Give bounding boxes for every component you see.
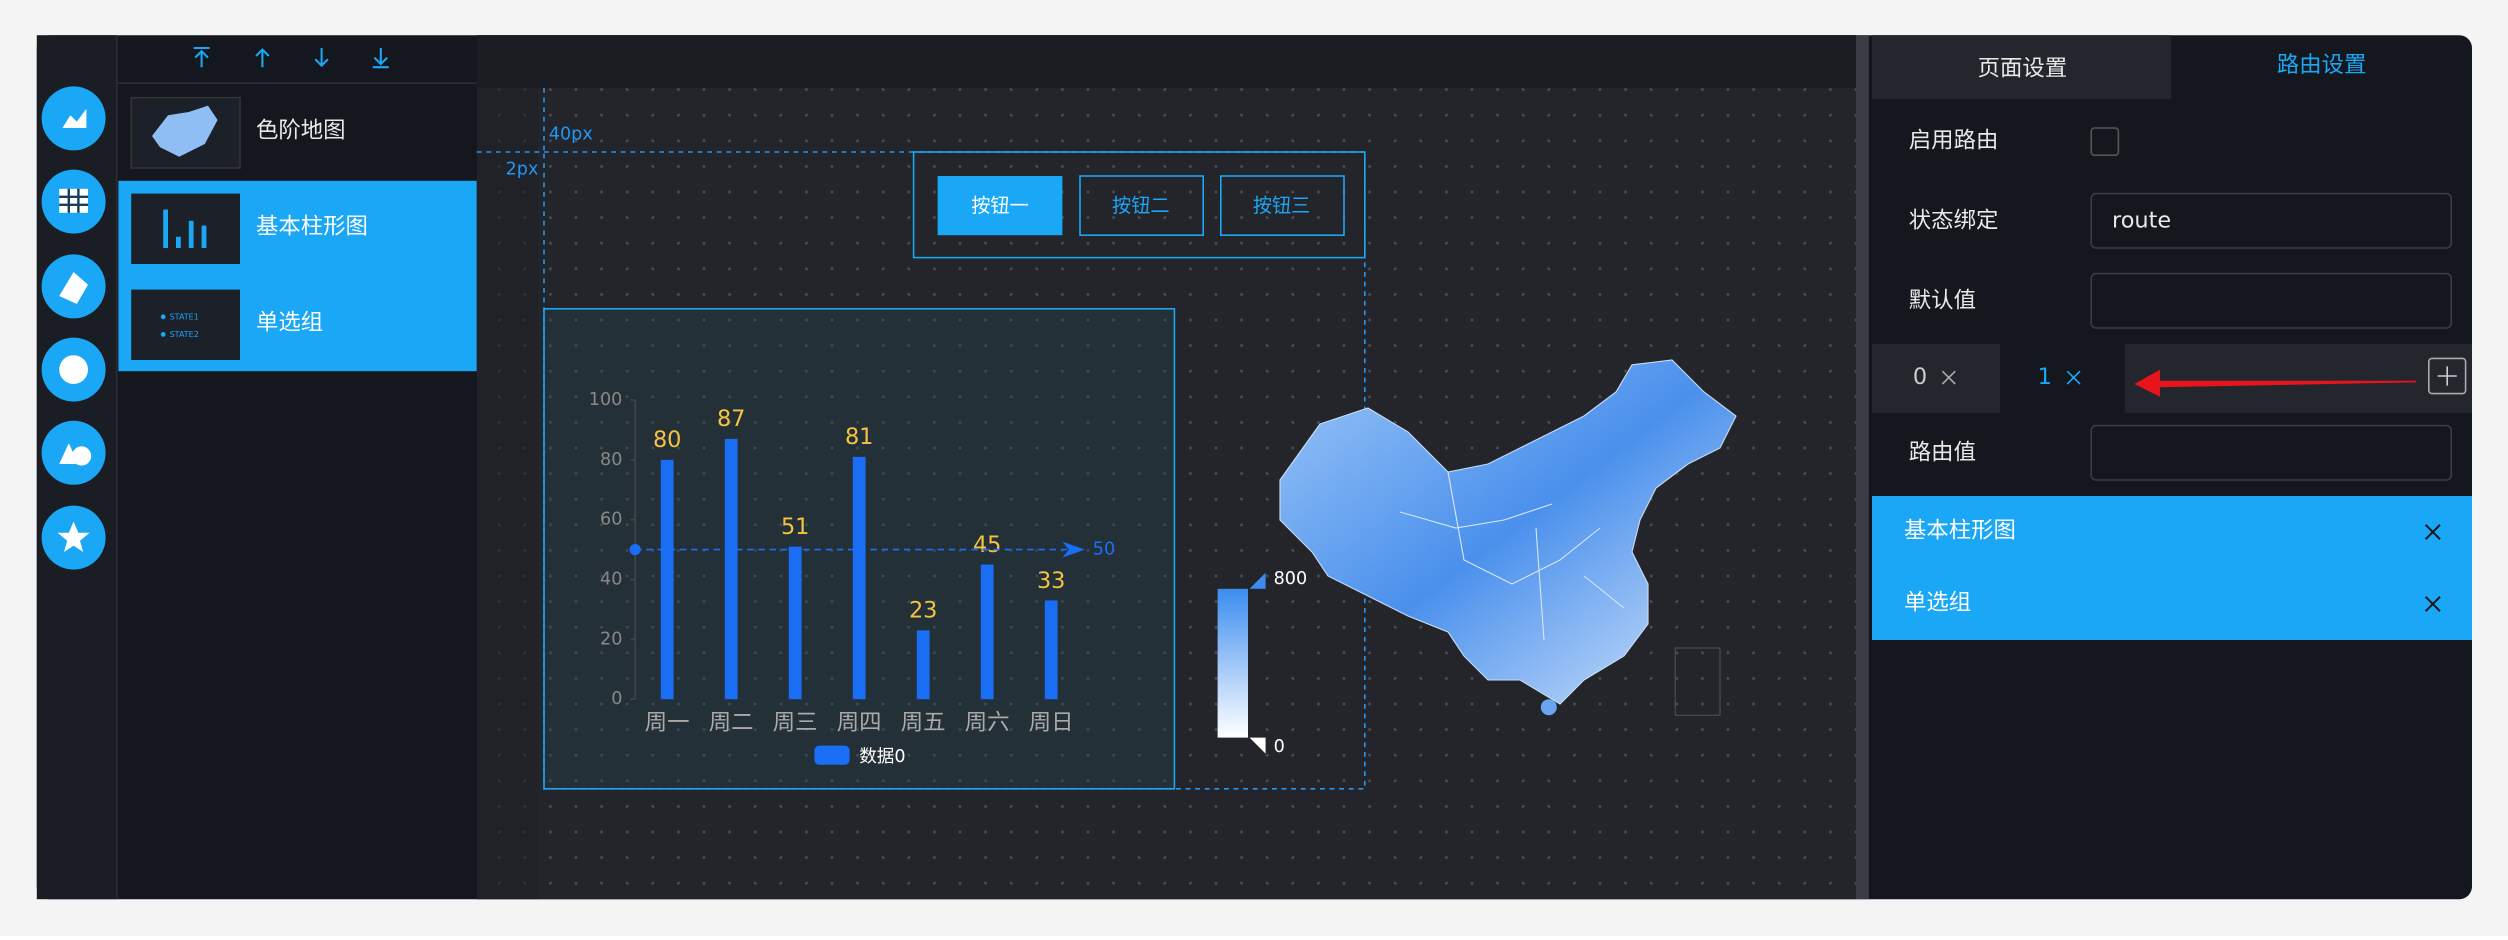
map-borders bbox=[1399, 471, 1625, 641]
field-label: 默认值 bbox=[1909, 287, 1976, 313]
y-tick-label: 40 bbox=[600, 570, 622, 590]
visual-map-label: 0 bbox=[1274, 737, 1285, 757]
field-label: 状态绑定 bbox=[1909, 207, 1999, 233]
y-tick-label: 0 bbox=[611, 689, 622, 709]
map-island bbox=[1540, 699, 1557, 716]
radio-button[interactable] bbox=[1079, 175, 1205, 237]
route-tab-label[interactable]: 0 bbox=[1913, 364, 1927, 390]
thumb-bars bbox=[163, 209, 207, 248]
ruler-top bbox=[476, 35, 1856, 88]
layer-name[interactable]: 基本柱形图 bbox=[256, 214, 368, 240]
text-input[interactable] bbox=[2090, 424, 2453, 481]
layer-name[interactable]: 色阶地图 bbox=[256, 118, 346, 144]
y-tick-label: 60 bbox=[600, 510, 622, 530]
bar-chart: 0 20 40 60 80 100 周一 周二 周三 周四 周五 周六 周日 80 87 51 81 23 45 33… bbox=[589, 390, 1115, 767]
tab-label[interactable]: 页面设置 bbox=[1978, 55, 2068, 81]
y-tick-label: 20 bbox=[600, 629, 622, 649]
thumb-text: STATE1 bbox=[170, 312, 199, 321]
route-target[interactable]: 基本柱形图 bbox=[1904, 518, 2016, 544]
checkbox[interactable] bbox=[2090, 127, 2120, 156]
button-label[interactable]: 按钮二 bbox=[1112, 194, 1170, 217]
close-icon[interactable] bbox=[2066, 370, 2081, 385]
y-tick-label: 100 bbox=[589, 390, 623, 410]
plus-icon bbox=[2437, 366, 2457, 386]
thumb-dot bbox=[160, 332, 166, 337]
radio-button[interactable] bbox=[1220, 175, 1345, 237]
bar bbox=[660, 459, 674, 700]
legend-swatch bbox=[814, 745, 850, 765]
legend-label: 数据0 bbox=[859, 747, 905, 767]
thumb-text: STATE2 bbox=[170, 330, 199, 339]
x-tick-label: 周三 bbox=[773, 710, 818, 736]
ruler-label: 40px bbox=[549, 124, 593, 144]
value-label: 23 bbox=[909, 598, 938, 624]
route-tab-strip bbox=[1872, 344, 2472, 413]
scrollbar[interactable] bbox=[1856, 35, 1869, 900]
route-target[interactable]: 单选组 bbox=[1904, 590, 1971, 616]
x-tick-label: 周四 bbox=[837, 710, 882, 736]
route-tab-label[interactable]: 1 bbox=[2038, 364, 2052, 390]
remove-icons[interactable] bbox=[2424, 524, 2441, 612]
visual-map-handle bbox=[1249, 737, 1266, 754]
visual-map-bar bbox=[1217, 588, 1248, 738]
value-label: 87 bbox=[717, 406, 746, 432]
visual-map-handle bbox=[1249, 572, 1266, 589]
mark-line-arrow bbox=[1062, 541, 1085, 558]
layer-toolbar[interactable] bbox=[193, 46, 389, 69]
close-icon[interactable] bbox=[1941, 370, 1956, 385]
annotation-arrow bbox=[2134, 369, 2416, 397]
visual-map-label: 800 bbox=[1274, 569, 1308, 589]
text-input[interactable] bbox=[2090, 272, 2453, 329]
value-label: 51 bbox=[781, 514, 810, 540]
y-tick-label: 80 bbox=[600, 450, 622, 470]
field-label: 路由值 bbox=[1909, 439, 1976, 465]
x-tick-label: 周五 bbox=[901, 710, 946, 736]
radio-button[interactable] bbox=[937, 176, 1063, 236]
x-tick-label: 周二 bbox=[709, 710, 754, 736]
map-inset bbox=[1674, 647, 1721, 716]
bar bbox=[1044, 600, 1058, 700]
route-target-list bbox=[1872, 496, 2472, 640]
table-icon-lines bbox=[59, 188, 88, 213]
add-button[interactable] bbox=[2428, 357, 2467, 395]
route-tab-active[interactable] bbox=[2000, 344, 2125, 413]
button-group bbox=[912, 151, 1366, 259]
x-tick-label: 周六 bbox=[965, 710, 1010, 736]
bar bbox=[980, 564, 994, 700]
mark-line-label: 50 bbox=[1093, 540, 1115, 560]
button-label[interactable]: 按钮三 bbox=[1253, 194, 1311, 217]
tab-label[interactable]: 路由设置 bbox=[2277, 52, 2367, 78]
bar bbox=[852, 456, 866, 700]
ruler-left bbox=[476, 88, 538, 900]
ruler-label: 2px bbox=[506, 160, 539, 180]
bar bbox=[788, 546, 802, 700]
layer-name[interactable]: 单选组 bbox=[256, 310, 323, 336]
text-input[interactable] bbox=[2090, 192, 2453, 249]
thumb-dot bbox=[160, 314, 166, 320]
field-label: 启用路由 bbox=[1909, 127, 1999, 153]
nav-glyphs bbox=[57, 105, 92, 552]
value-label: 33 bbox=[1037, 568, 1066, 594]
button-label[interactable]: 按钮一 bbox=[971, 194, 1029, 217]
mark-line-start bbox=[629, 544, 641, 556]
thumb-map bbox=[152, 105, 218, 157]
bar bbox=[916, 630, 930, 700]
layer-thumb bbox=[131, 193, 240, 264]
china-map bbox=[1279, 359, 1737, 705]
bar bbox=[724, 438, 738, 700]
value-label: 80 bbox=[653, 427, 682, 453]
layer-thumb bbox=[131, 289, 240, 360]
x-tick-label: 周一 bbox=[645, 710, 690, 736]
input-value[interactable]: route bbox=[2112, 207, 2171, 233]
value-label: 45 bbox=[973, 532, 1002, 558]
tab[interactable] bbox=[1872, 35, 2172, 100]
x-tick-label: 周日 bbox=[1029, 710, 1074, 736]
value-label: 81 bbox=[845, 424, 874, 450]
